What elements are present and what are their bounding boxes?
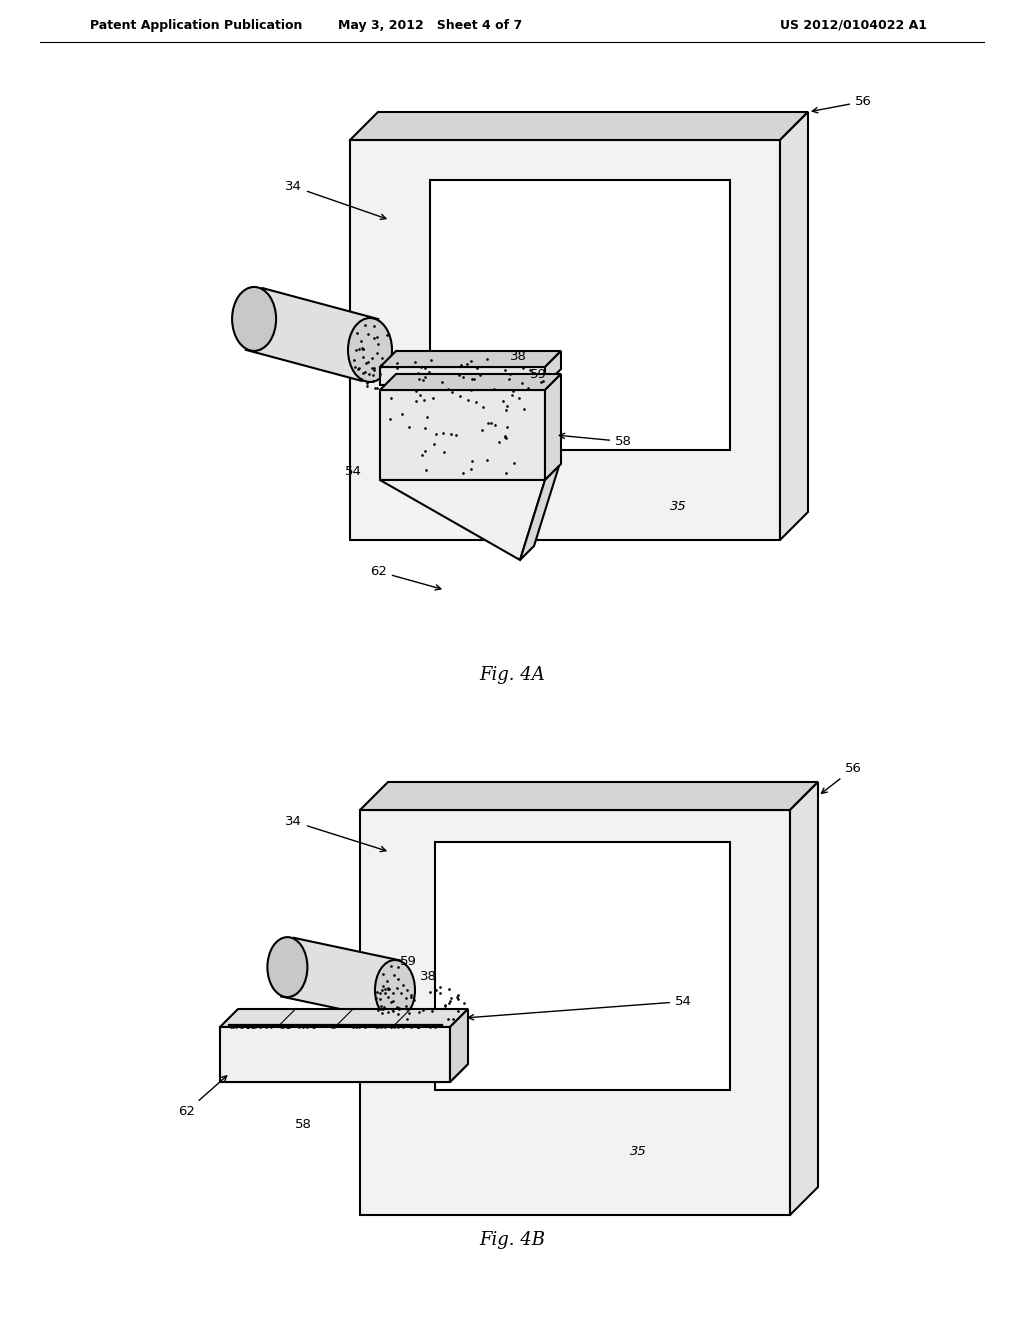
Polygon shape [780,112,808,540]
Text: Fig. 4A: Fig. 4A [479,667,545,684]
Polygon shape [790,781,818,1214]
Ellipse shape [267,937,307,997]
Text: 59: 59 [530,368,547,381]
Ellipse shape [375,960,415,1020]
Polygon shape [545,374,561,480]
Text: 58: 58 [559,433,632,447]
Polygon shape [380,389,545,480]
Ellipse shape [348,318,392,381]
Polygon shape [220,1008,468,1027]
Text: US 2012/0104022 A1: US 2012/0104022 A1 [780,18,927,32]
Polygon shape [380,374,561,389]
Text: May 3, 2012   Sheet 4 of 7: May 3, 2012 Sheet 4 of 7 [338,18,522,32]
Text: 34: 34 [285,814,386,851]
Polygon shape [220,1064,468,1082]
Text: 34: 34 [285,180,386,219]
Text: 38: 38 [420,970,437,983]
Polygon shape [430,180,730,450]
Text: 54: 54 [345,465,361,478]
Polygon shape [380,480,545,560]
Text: Patent Application Publication: Patent Application Publication [90,18,302,32]
Ellipse shape [232,286,276,351]
Polygon shape [520,466,559,560]
Text: 56: 56 [812,95,871,112]
Polygon shape [350,140,780,540]
Polygon shape [246,288,378,381]
Text: 56: 56 [821,762,862,793]
Polygon shape [282,937,401,1019]
Text: 35: 35 [630,1144,647,1158]
Polygon shape [380,367,545,385]
Polygon shape [450,1008,468,1082]
Text: 59: 59 [400,954,417,968]
Polygon shape [220,1027,450,1082]
Text: Fig. 4B: Fig. 4B [479,1232,545,1249]
Polygon shape [545,351,561,385]
Text: 62: 62 [370,565,440,590]
Polygon shape [435,842,730,1090]
Polygon shape [380,351,561,367]
Polygon shape [360,810,790,1214]
Text: 38: 38 [510,350,527,363]
Text: 54: 54 [468,995,692,1020]
Text: 62: 62 [178,1076,226,1118]
Text: 58: 58 [295,1118,312,1131]
Polygon shape [360,781,818,810]
Text: 35: 35 [670,500,687,513]
Polygon shape [350,112,808,140]
